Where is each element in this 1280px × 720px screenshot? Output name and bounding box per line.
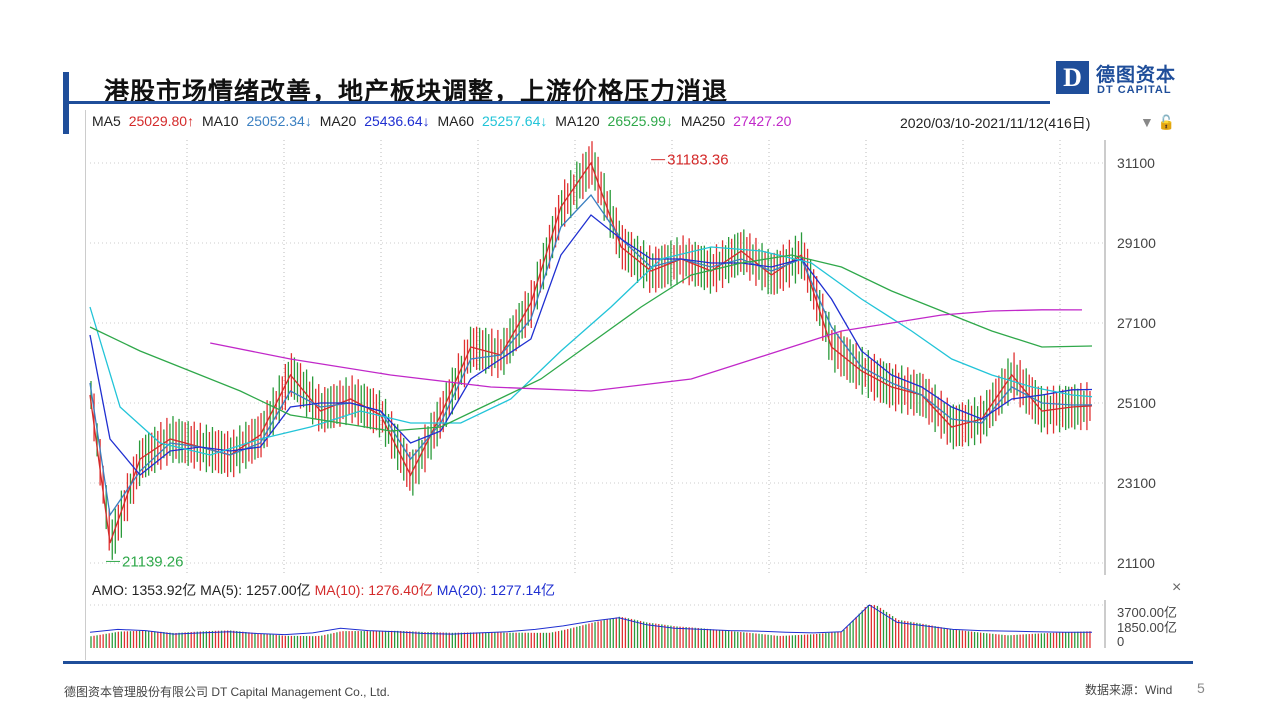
series-line-ma120	[89, 254, 1093, 432]
series-line-ma10	[89, 193, 1093, 517]
amo-ma5: MA(5): 1257.00亿	[200, 582, 311, 598]
y-tick-label: 29100	[1117, 235, 1156, 251]
series-line-ma5	[89, 161, 1093, 544]
series-line-ma60	[89, 246, 1093, 456]
y-tick-label: 27100	[1117, 315, 1156, 331]
volume-ma-line	[89, 604, 1092, 636]
close-icon[interactable]: ×	[1172, 579, 1182, 596]
ma10-value: 25052.34↓	[246, 113, 312, 129]
logo-chinese-text: 德图资本	[1096, 65, 1177, 86]
logo-english-text: DT CAPITAL	[1097, 84, 1172, 96]
y-tick-label: 21100	[1117, 555, 1155, 571]
ma250-label: MA250	[680, 113, 726, 129]
ma60-label: MA60	[437, 113, 475, 129]
ma120-value: 26525.99↓	[607, 113, 673, 129]
volume-tick-label: 0	[1117, 634, 1124, 649]
amo-ma10: MA(10): 1276.40亿	[314, 582, 433, 598]
footer-company: 德图资本管理股份有限公司 DT Capital Management Co., …	[64, 685, 390, 699]
ma5-value: 25029.80↑	[128, 113, 195, 129]
ma20-label: MA20	[319, 113, 357, 129]
series-line-ma20	[89, 214, 1093, 476]
title-underline	[63, 101, 1050, 104]
footer-source: 数据来源：Wind	[1085, 683, 1173, 697]
ma250-value: 27427.20	[733, 113, 792, 129]
logo-mark: D	[1056, 61, 1089, 94]
ma-legend: MA5 25029.80↑ MA10 25052.34↓ MA20 25436.…	[92, 113, 795, 129]
annotation-label: 21139.26	[122, 553, 183, 570]
ma60-value: 25257.64↓	[481, 113, 548, 129]
y-tick-label: 23100	[1117, 475, 1156, 491]
volume-tick-label: 1850.00亿	[1117, 620, 1177, 635]
date-range: 2020/03/10-2021/11/12(416日)	[900, 115, 1091, 131]
footer-divider	[63, 661, 1193, 664]
ma10-label: MA10	[201, 113, 239, 129]
ma20-value: 25436.64↓	[364, 113, 430, 129]
amo-value: AMO: 1353.92亿	[92, 582, 197, 598]
series-line-ma250	[210, 309, 1083, 392]
chart-frame	[85, 110, 1196, 660]
dropdown-lock-icon[interactable]: ▼ 🔓	[1140, 114, 1176, 130]
annotation-label: 31183.36	[667, 152, 728, 169]
ma5-label: MA5	[92, 113, 121, 129]
y-tick-label: 31100	[1117, 155, 1155, 171]
ma120-label: MA120	[555, 113, 600, 129]
page-number: 5	[1197, 680, 1205, 696]
volume-tick-label: 3700.00亿	[1117, 605, 1177, 620]
amo-ma20: MA(20): 1277.14亿	[436, 582, 556, 598]
amo-legend: AMO: 1353.92亿 MA(5): 1257.00亿 MA(10): 12…	[92, 580, 555, 600]
y-tick-label: 25100	[1117, 395, 1156, 411]
